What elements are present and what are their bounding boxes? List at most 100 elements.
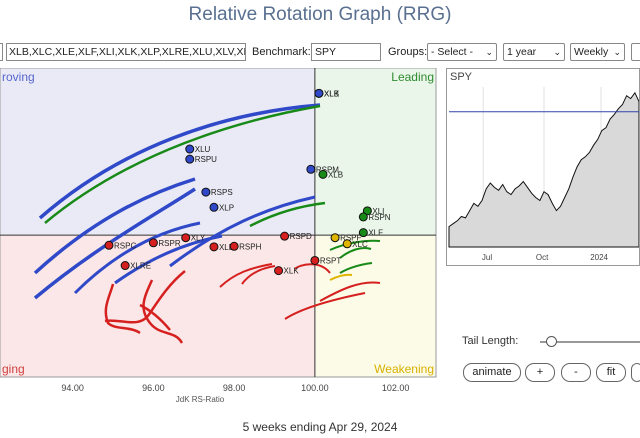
quadrant-label-leading: Leading xyxy=(391,70,434,84)
tail-rspr xyxy=(142,279,184,344)
toolbar-right-button[interactable] xyxy=(631,43,640,61)
point-rsps[interactable] xyxy=(201,187,211,197)
point-label-rspt: RSPT xyxy=(320,256,341,265)
point-label-xli: XLI xyxy=(372,207,384,216)
period-select[interactable]: 1 year ⌄ xyxy=(503,43,565,61)
point-label-rspn: RSPN xyxy=(368,213,390,222)
symbols-input[interactable]: XLB,XLC,XLE,XLF,XLI,XLK,XLP,XLRE,XLU,XLV… xyxy=(6,43,246,61)
tail-xlb-improving xyxy=(38,103,321,220)
spy-price-area xyxy=(448,91,639,248)
x-tick-label: 100.00 xyxy=(301,383,329,393)
tail-xlc xyxy=(329,273,353,281)
zoom-out-button[interactable]: - xyxy=(561,363,591,382)
tail-xlre xyxy=(139,303,171,331)
groups-label: Groups: xyxy=(388,46,428,58)
point-label-xlk: XLK xyxy=(324,89,340,98)
spy-x-tick-label: 2024 xyxy=(590,253,608,262)
tail-xlb-green xyxy=(249,201,326,228)
point-rspd[interactable] xyxy=(280,231,290,241)
toolbar-edge-control[interactable] xyxy=(0,43,3,61)
point-rspr[interactable] xyxy=(148,238,158,248)
plot-border xyxy=(0,68,437,378)
benchmark-input[interactable]: SPY xyxy=(311,43,381,61)
point-label-xlb: XLB xyxy=(324,89,339,98)
point-rsph[interactable] xyxy=(229,241,239,251)
tail-rspu xyxy=(33,187,196,300)
x-axis-title: JdK RS-Ratio xyxy=(176,395,225,404)
tail-length-slider-handle[interactable] xyxy=(545,336,557,347)
quadrant-leading xyxy=(314,68,436,236)
point-xlu[interactable] xyxy=(185,144,195,154)
point-rspt[interactable] xyxy=(310,255,320,265)
point-label-xlu: XLU xyxy=(195,145,211,154)
tail-rsps xyxy=(73,221,201,295)
point-xlk[interactable] xyxy=(314,88,324,98)
animate-button[interactable]: animate xyxy=(463,363,521,382)
fit-button[interactable]: fit xyxy=(596,363,626,382)
zoom-in-button[interactable]: + xyxy=(525,363,555,382)
spy-price-chart: Jul Oct 2024 xyxy=(448,87,639,262)
point-label-rspm: RSPM xyxy=(316,165,339,174)
tail-rspd xyxy=(294,263,331,274)
quadrant-label-lagging: ging xyxy=(2,362,25,376)
point-label-xlre: XLRE xyxy=(130,262,151,271)
x-tick-label: 96.00 xyxy=(142,383,165,393)
tail-rsph xyxy=(241,265,276,285)
tail-xlf xyxy=(339,262,373,274)
chevron-down-icon: ⌄ xyxy=(485,47,493,57)
tail-length-slider-track[interactable] xyxy=(540,341,640,343)
point-label-rspd: RSPD xyxy=(290,232,312,241)
point-label-rspr: RSPR xyxy=(158,239,180,248)
frequency-select[interactable]: Weekly ⌄ xyxy=(570,43,625,61)
point-xlp[interactable] xyxy=(209,202,219,212)
point-label-rsph: RSPH xyxy=(239,242,261,251)
point-xlre[interactable] xyxy=(120,261,130,271)
point-rspu[interactable] xyxy=(185,154,195,164)
point-label-rspc: RSPC xyxy=(114,241,136,250)
chevron-down-icon: ⌄ xyxy=(613,47,621,57)
quadrant-weakening xyxy=(314,235,436,377)
spy-panel: SPY Jul Oct 2024 xyxy=(446,68,640,266)
point-xli[interactable] xyxy=(362,206,372,216)
point-label-xlk: XLK xyxy=(284,267,300,276)
x-tick-label: 94.00 xyxy=(61,383,84,393)
quadrant-label-weakening: Weakening xyxy=(374,362,434,376)
extra-button[interactable] xyxy=(631,363,640,382)
point-label-rspu: RSPU xyxy=(195,155,217,164)
frequency-select-value: Weekly xyxy=(574,46,609,58)
spy-x-tick-label: Oct xyxy=(536,253,549,262)
point-label-xlp: XLP xyxy=(219,203,234,212)
point-xlb[interactable] xyxy=(318,169,328,179)
groups-select[interactable]: - Select - ⌄ xyxy=(427,43,497,61)
point-label-rsps: RSPS xyxy=(211,188,233,197)
x-tick-label: 102.00 xyxy=(382,383,410,393)
tail-xli xyxy=(329,239,381,251)
point-label-xly: XLY xyxy=(191,234,206,243)
point-xlc[interactable] xyxy=(342,239,352,249)
rotation-tails xyxy=(33,103,381,344)
page-title: Relative Rotation Graph (RRG) xyxy=(188,4,452,25)
quadrant-label-improving: roving xyxy=(2,70,35,84)
point-rspm[interactable] xyxy=(306,164,316,174)
groups-select-value: - Select - xyxy=(431,46,474,58)
point-rspc[interactable] xyxy=(104,240,114,250)
point-rspf[interactable] xyxy=(330,233,340,243)
point-rspn[interactable] xyxy=(358,212,368,222)
tail-xle xyxy=(219,263,273,288)
point-xly[interactable] xyxy=(181,233,191,243)
period-select-value: 1 year xyxy=(507,46,537,58)
tail-rspm-leading xyxy=(44,104,321,224)
point-label-xlc: XLC xyxy=(352,240,368,249)
point-label-xle: XLE xyxy=(219,243,234,252)
tail-rspt xyxy=(319,281,381,302)
point-label-xlf: XLF xyxy=(368,229,383,238)
point-xlf[interactable] xyxy=(358,228,368,238)
tail-rspn xyxy=(339,247,372,259)
chevron-down-icon: ⌄ xyxy=(553,47,561,57)
point-xlk[interactable] xyxy=(274,266,284,276)
point-label-rspf: RSPF xyxy=(340,234,361,243)
benchmark-label: Benchmark: xyxy=(252,46,311,58)
x-tick-label: 98.00 xyxy=(223,383,246,393)
tail-rspc xyxy=(104,283,141,335)
point-xle[interactable] xyxy=(209,242,219,252)
